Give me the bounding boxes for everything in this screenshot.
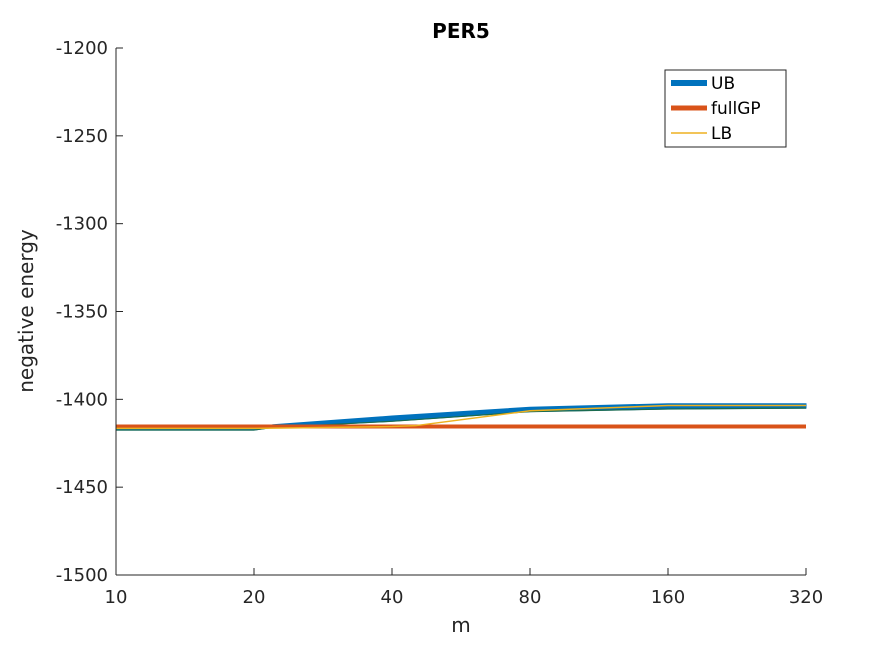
y-tick-label: -1200 <box>56 38 108 59</box>
chart-title: PER5 <box>432 19 490 43</box>
series-ub-lower-edge <box>116 407 807 431</box>
x-tick-label: 80 <box>519 587 542 608</box>
y-tick-label: -1450 <box>56 477 108 498</box>
x-tick-label: 160 <box>651 587 685 608</box>
y-tick-label: -1350 <box>56 302 108 323</box>
ticks-layer: 10 20 40 80 160 320 -1200 -1250 -1300 -1350 -1400 -… <box>56 38 823 608</box>
x-tick-label: 20 <box>243 587 266 608</box>
y-axis-title: negative energy <box>14 229 38 393</box>
x-tick-label: 40 <box>381 587 404 608</box>
legend: UB fullGP LB <box>664 69 787 148</box>
legend-label-fullgp: fullGP <box>711 99 761 119</box>
x-tick-label: 320 <box>789 587 823 608</box>
legend-label-ub: UB <box>711 74 735 94</box>
y-tick-label: -1300 <box>56 214 108 235</box>
series-layer <box>115 403 807 431</box>
y-tick-label: -1400 <box>56 389 108 410</box>
x-axis-title: m <box>451 613 470 637</box>
legend-label-lb: LB <box>711 124 732 144</box>
series-lb-line <box>116 404 806 430</box>
y-tick-label: -1250 <box>56 126 108 147</box>
x-tick-label: 10 <box>105 587 128 608</box>
y-tick-label: -1500 <box>56 565 108 586</box>
